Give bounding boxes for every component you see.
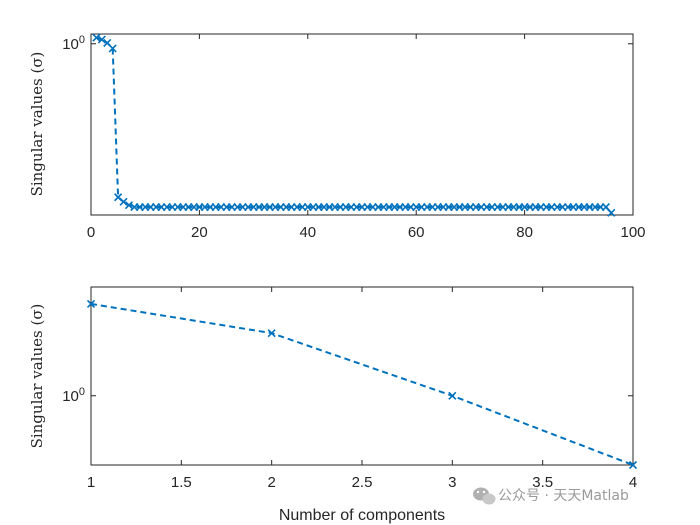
xtick-label: 3 <box>448 474 456 491</box>
series-line-bottom <box>90 302 634 466</box>
wechat-icon <box>473 487 496 505</box>
data-point-marker <box>448 391 457 400</box>
yticks-top: 100 <box>62 34 633 53</box>
data-point-marker <box>119 197 128 206</box>
data-point-marker <box>97 35 106 44</box>
xtick-label: 80 <box>516 224 533 241</box>
data-point-marker <box>124 201 134 210</box>
xtick-label: 2 <box>267 474 275 491</box>
ylabel-bottom: Singular values (σ) <box>28 304 46 449</box>
xticks-top: 0 20 40 60 80 100 <box>87 34 646 241</box>
xtick-label: 1.5 <box>171 474 192 491</box>
data-point-marker <box>628 460 638 470</box>
xlabel-bottom: Number of components <box>279 507 445 524</box>
xtick-label: 20 <box>191 224 208 241</box>
xtick-label: 2.5 <box>352 474 373 491</box>
xtick-label: 4 <box>629 474 637 491</box>
series-markers-bottom <box>86 299 638 470</box>
data-point-marker <box>86 299 96 308</box>
data-point-marker <box>607 208 616 217</box>
data-point-marker <box>267 329 276 338</box>
xtick-label: 60 <box>408 224 425 241</box>
data-point-marker <box>92 33 101 42</box>
xtick-label: 1 <box>87 474 95 491</box>
xtick-label: 100 <box>620 224 645 241</box>
chart-top: 0 20 40 60 80 100 100 Singular values (σ) <box>28 33 646 241</box>
xtick-label: 40 <box>299 224 316 241</box>
axes-box-top <box>90 33 634 216</box>
ylabel-top: Singular values (σ) <box>28 52 46 197</box>
xtick-label: 3.5 <box>532 474 553 491</box>
xticks-bottom: 1 1.5 2 2.5 3 3.5 4 <box>87 287 637 491</box>
watermark-text: 公众号 · 天天Matlab <box>498 488 629 504</box>
xtick-label: 0 <box>87 224 95 241</box>
yticks-bottom: 100 <box>62 386 633 405</box>
axes-box-bottom <box>90 286 634 466</box>
ytick-label: 100 <box>62 34 85 53</box>
watermark: 公众号 · 天天Matlab <box>473 487 629 505</box>
chart-bottom: 1 1.5 2 2.5 3 3.5 4 100 Singular values (σ) Nu… <box>28 286 638 524</box>
series-markers-top <box>92 33 616 217</box>
data-point-marker <box>108 44 117 53</box>
ytick-label: 100 <box>62 386 85 405</box>
